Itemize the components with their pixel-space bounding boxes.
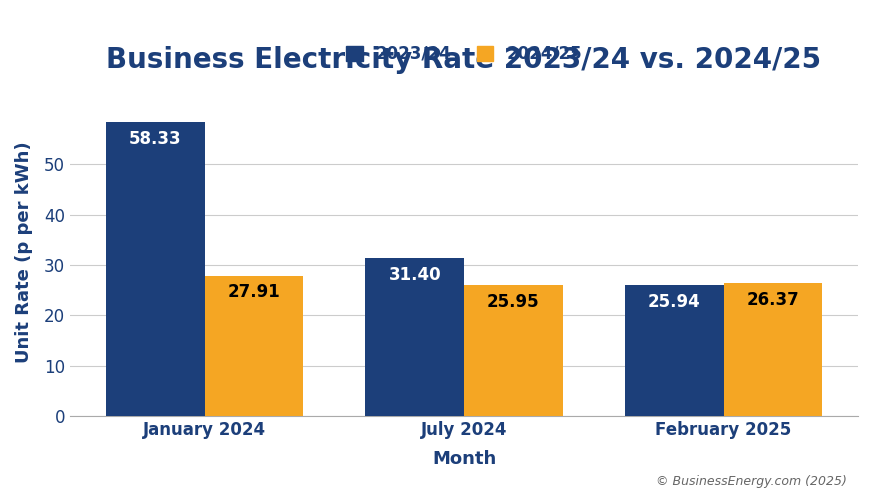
Bar [625, 285, 724, 416]
Bar [464, 285, 563, 416]
Legend: 2023/24, 2024/25: 2023/24, 2024/25 [340, 38, 589, 70]
Text: 25.95: 25.95 [487, 293, 540, 311]
Y-axis label: Unit Rate (p per kWh): Unit Rate (p per kWh) [15, 141, 33, 363]
Text: 27.91: 27.91 [228, 283, 280, 301]
Text: © BusinessEnergy.com (2025): © BusinessEnergy.com (2025) [656, 475, 847, 488]
Bar [106, 122, 204, 416]
Bar [366, 258, 464, 416]
Title: Business Electricity Rate 2023/24 vs. 2024/25: Business Electricity Rate 2023/24 vs. 20… [107, 46, 821, 74]
Bar [724, 283, 822, 416]
Bar [204, 276, 303, 416]
X-axis label: Month: Month [432, 450, 496, 468]
Text: 26.37: 26.37 [746, 291, 800, 309]
Text: 25.94: 25.94 [648, 293, 701, 311]
Text: 31.40: 31.40 [388, 266, 441, 283]
Text: 58.33: 58.33 [129, 130, 182, 148]
